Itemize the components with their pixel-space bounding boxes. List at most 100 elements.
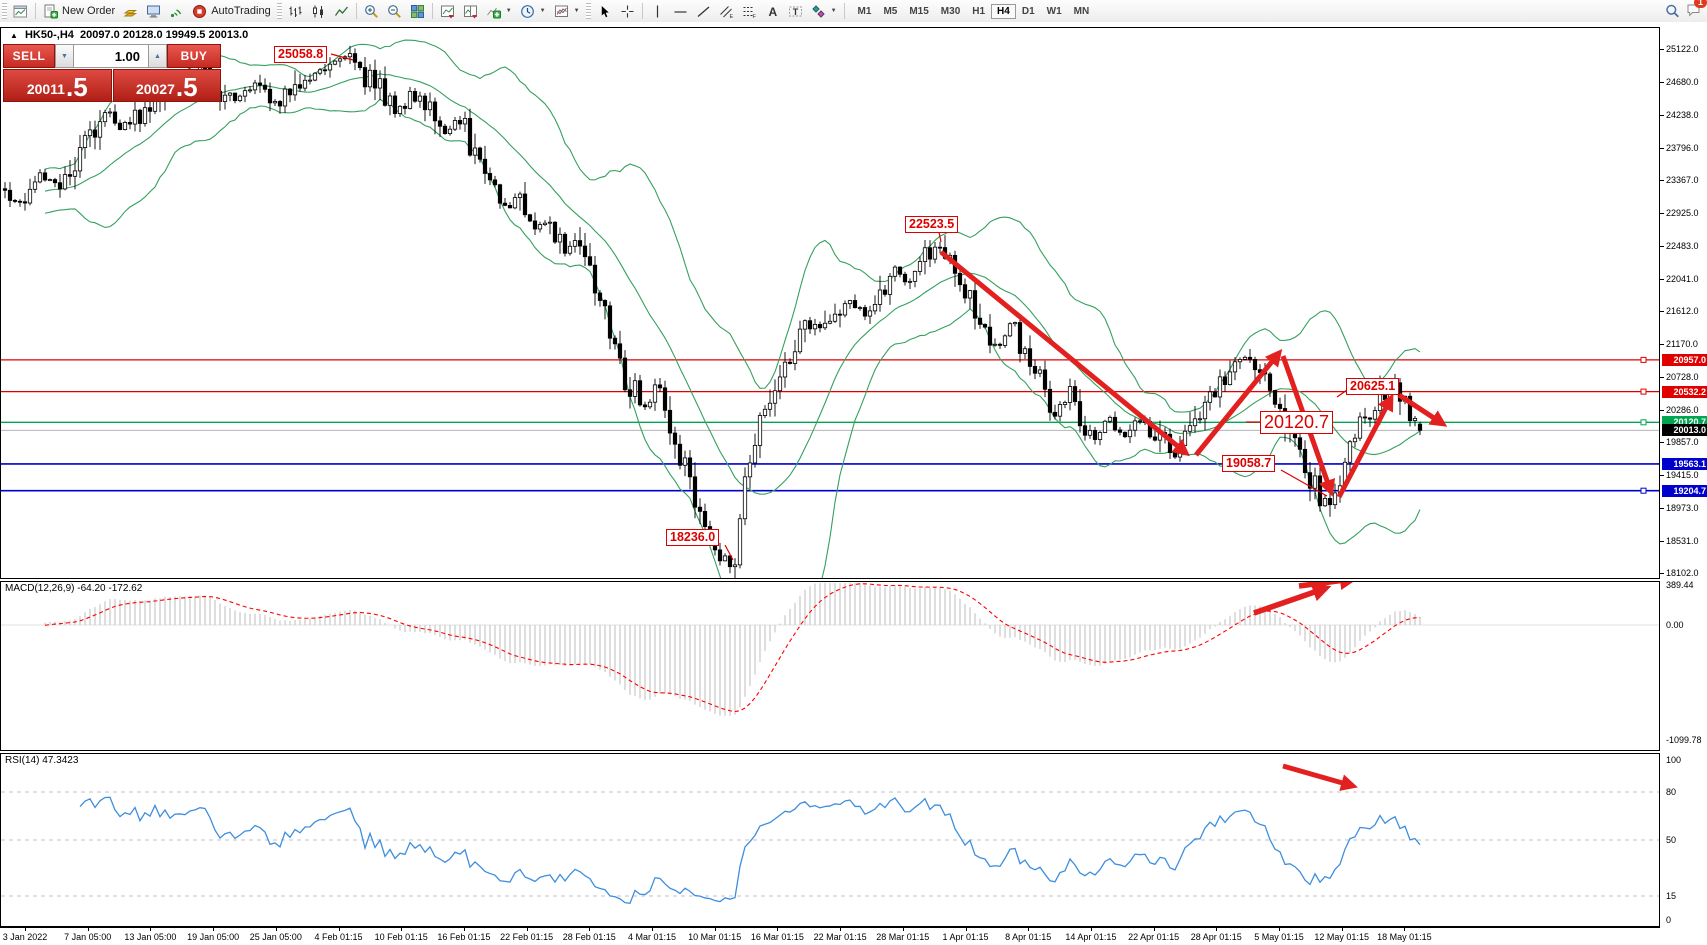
new-order-button[interactable]: New Order <box>39 2 119 21</box>
price-chart-panel[interactable] <box>0 27 1660 579</box>
sell-button[interactable]: SELL <box>3 44 55 68</box>
rsi-scale-label: 0 <box>1666 915 1672 925</box>
ohlc-values: 20097.0 20128.0 19949.5 20013.0 <box>80 29 249 41</box>
timeframe-h1-button[interactable]: H1 <box>972 5 986 17</box>
timeframe-mn-button[interactable]: MN <box>1073 5 1090 17</box>
macd-panel[interactable] <box>0 581 1660 751</box>
dropdown-caret-icon: ▼ <box>539 8 546 14</box>
price-tick-mark <box>1660 278 1664 280</box>
rsi-scale-label: 80 <box>1666 787 1677 797</box>
time-axis[interactable] <box>0 927 1660 945</box>
time-tick-mark <box>150 927 152 931</box>
price-tick-mark <box>1660 81 1664 83</box>
svg-text:F: F <box>752 14 756 19</box>
crosshair-button[interactable] <box>616 2 639 21</box>
buy-price[interactable]: 20027 .5 <box>112 69 221 102</box>
time-tick-mark <box>463 927 465 931</box>
autotrading-button[interactable]: AutoTrading <box>188 2 275 21</box>
time-axis-label: 28 Feb 01:15 <box>562 932 616 942</box>
timeframe-m15-button[interactable]: M15 <box>909 5 929 17</box>
toolbar-grip[interactable] <box>585 3 591 19</box>
bar-chart-button[interactable] <box>284 2 307 21</box>
toolbar-grip[interactable] <box>2 3 7 19</box>
shapes-icon <box>811 4 826 19</box>
toolbar-grip[interactable] <box>276 3 282 19</box>
text-label-icon: T <box>788 4 803 19</box>
template-button[interactable]: ▼ <box>550 2 584 21</box>
price-annotation[interactable]: 22523.5 <box>905 216 959 233</box>
time-tick-mark <box>401 927 403 931</box>
price-annotation[interactable]: 19058.7 <box>1222 455 1276 472</box>
price-tick-mark <box>1660 49 1664 50</box>
buy-button[interactable]: BUY <box>167 44 221 68</box>
arrange-charts-button[interactable] <box>436 2 459 21</box>
rsi-panel[interactable] <box>0 753 1660 927</box>
time-tick-mark <box>526 927 528 931</box>
time-tick-mark <box>25 927 26 931</box>
time-axis-label: 25 Jan 05:00 <box>249 932 302 942</box>
equidistant-channel-button[interactable]: E <box>715 2 738 21</box>
volume-decrease-button[interactable]: ▼ <box>55 44 74 68</box>
trendline-button[interactable] <box>692 2 715 21</box>
time-axis-label: 16 Feb 01:15 <box>437 932 491 942</box>
cursor-button[interactable] <box>593 2 616 21</box>
price-axis[interactable] <box>1660 22 1707 945</box>
candlestick-button[interactable] <box>307 2 330 21</box>
time-axis-label: 28 Mar 01:15 <box>876 932 930 942</box>
tile-windows-button[interactable] <box>406 2 429 21</box>
fibonacci-button[interactable]: F <box>738 2 761 21</box>
one-click-trading-widget: SELL ▼ 1.00 ▲ BUY 20011 .5 20027 .5 <box>3 44 221 102</box>
price-tick-label: 21612.0 <box>1666 306 1699 316</box>
price-annotation[interactable]: 25058.8 <box>274 46 328 63</box>
line-chart-button[interactable] <box>330 2 353 21</box>
price-tick-mark <box>1660 343 1664 345</box>
sell-price[interactable]: 20011 .5 <box>3 69 112 102</box>
autotrading-icon <box>192 4 207 19</box>
periods-button[interactable]: ▼ <box>516 2 550 21</box>
gold-button[interactable] <box>119 2 142 21</box>
time-axis-label: 5 May 01:15 <box>1254 932 1304 942</box>
timeframe-w1-button[interactable]: W1 <box>1046 5 1062 17</box>
price-tick-label: 21170.0 <box>1666 338 1698 349</box>
price-level-badge: 19204.7 <box>1662 484 1707 497</box>
buy-price-main: 20027 <box>135 81 175 97</box>
volume-increase-button[interactable]: ▲ <box>148 44 167 68</box>
crosshair-icon <box>620 4 635 19</box>
time-tick-mark <box>965 927 967 931</box>
timeframe-d1-button[interactable]: D1 <box>1021 5 1035 17</box>
price-annotation[interactable]: 20120.7 <box>1260 411 1334 434</box>
chart-window-button[interactable] <box>9 2 32 21</box>
terminal-icon <box>146 4 161 19</box>
vertical-line-button[interactable] <box>646 2 669 21</box>
volume-input[interactable]: 1.00 <box>74 44 148 68</box>
arrange-cascade-button[interactable] <box>459 2 482 21</box>
horizontal-line-button[interactable] <box>669 2 692 21</box>
price-annotation[interactable]: 20625.1 <box>1346 378 1400 395</box>
time-tick-mark <box>1341 927 1343 931</box>
symbol-header[interactable]: ▲ HK50-,H4 20097.0 20128.0 19949.5 20013… <box>10 29 248 41</box>
shapes-button[interactable]: ▼ <box>807 2 841 21</box>
timeframe-m30-button[interactable]: M30 <box>940 5 961 17</box>
rsi-scale-label: 50 <box>1666 835 1677 845</box>
indicators-button[interactable]: ▼ <box>482 2 516 21</box>
price-level-badge: 20957.0 <box>1662 353 1707 366</box>
zoom-out-button[interactable] <box>383 2 406 21</box>
price-annotation[interactable]: 18236.0 <box>666 529 720 546</box>
search-icon[interactable] <box>1665 4 1680 19</box>
zoom-in-button[interactable] <box>360 2 383 21</box>
signals-button[interactable] <box>165 2 188 21</box>
toolbar-right: 1 <box>1665 0 1707 20</box>
sell-price-main: 20011 <box>26 81 65 97</box>
text-label-button[interactable]: T <box>784 2 807 21</box>
notifications-button[interactable]: 1 <box>1686 0 1707 20</box>
time-axis-label: 14 Apr 01:15 <box>1065 932 1117 942</box>
terminal-button[interactable] <box>142 2 165 21</box>
dropdown-caret-icon: ▼ <box>830 8 837 14</box>
price-tick-mark <box>1660 212 1664 214</box>
timeframe-m1-button[interactable]: M1 <box>857 5 872 17</box>
buy-price-fraction: .5 <box>175 72 198 102</box>
timeframe-h4-button[interactable]: H4 <box>991 3 1016 19</box>
text-button[interactable]: A <box>761 2 784 21</box>
timeframe-m5-button[interactable]: M5 <box>883 5 898 17</box>
